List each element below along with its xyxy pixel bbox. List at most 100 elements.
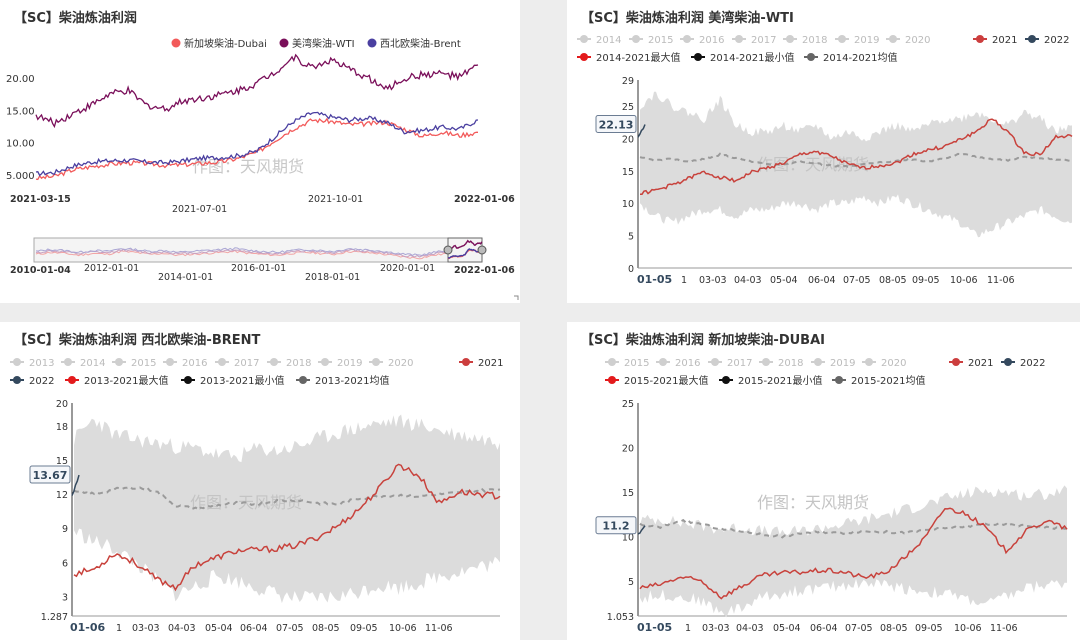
legend-label-2014: 2014 <box>596 35 621 46</box>
y-tick-label: 25 <box>622 102 634 113</box>
legend-label-2019: 2019 <box>337 358 362 369</box>
x-tick-label: 08-05 <box>879 275 907 286</box>
navigator-current-wti <box>447 239 483 252</box>
watermark: 作图：天风期货 <box>757 493 869 512</box>
last-value-label: 11.2 <box>602 520 629 533</box>
legend-marker-2017 <box>711 358 719 366</box>
legend-marker-wti <box>279 38 289 48</box>
y-tick-label: 20.00 <box>6 74 35 85</box>
y-tick-label: 15 <box>56 456 68 467</box>
y-tick-label: 20 <box>622 443 634 454</box>
legend-label-wti: 美湾柴油-WTI <box>292 37 355 50</box>
navigator-frame <box>33 237 483 263</box>
x-tick-label: 03-03 <box>699 275 727 286</box>
x-tick-label: 04-03 <box>168 623 196 634</box>
last-value-label: 13.67 <box>33 469 68 482</box>
chart-svg-4: 2015 2016 2017 2018 2019 2020 2021 20222015-202… <box>595 358 1068 634</box>
legend-marker-2014 <box>580 35 588 43</box>
legend-marker-2021 <box>462 358 470 366</box>
legend-marker-stat <box>722 376 730 384</box>
chart-svg-3: 2013 2014 2015 2016 2017 2018 2019 2020 20212022… <box>10 358 503 634</box>
legend-label-2019: 2019 <box>854 35 879 46</box>
legend-marker-2020 <box>865 358 873 366</box>
series-line-2022 <box>71 474 80 496</box>
legend-label-2021: 2021 <box>968 358 993 369</box>
y-tick-label: 10.00 <box>6 139 35 150</box>
legend-marker-2019 <box>838 35 846 43</box>
x-tick-label: 05-04 <box>773 623 801 634</box>
y-tick-label: 20 <box>56 399 68 410</box>
legend-label-2016: 2016 <box>182 358 207 369</box>
chart-title-1: 【SC】柴油炼油利润 <box>14 11 137 26</box>
legend-marker-2017 <box>735 35 743 43</box>
navigator-series-wti <box>35 248 449 258</box>
x-tick-label: 2022-01-06 <box>454 194 515 205</box>
legend-label-stat: 2013-2021最小值 <box>200 374 285 387</box>
legend-label-2017: 2017 <box>751 35 776 46</box>
chart-svg-2: 2014 2015 2016 2017 2018 2019 2020 2021 20222014… <box>577 35 1073 286</box>
x-tick-label: 03-03 <box>702 623 730 634</box>
legend-label-2016: 2016 <box>675 358 700 369</box>
chart-title-4: 【SC】柴油炼油利润 新加坡柴油-DUBAI <box>581 333 825 348</box>
legend-marker-dubai <box>171 38 181 48</box>
legend-marker-2020 <box>889 35 897 43</box>
legend-marker-2021 <box>952 358 960 366</box>
last-value-box <box>595 115 637 134</box>
legend-label-2015: 2015 <box>131 358 156 369</box>
y-tick-label: 29 <box>622 76 634 87</box>
watermark: 作图：天风期货 <box>192 157 304 176</box>
legend-label-2020: 2020 <box>905 35 930 46</box>
x-tick-label: 2021-10-01 <box>308 194 363 205</box>
legend-marker-2015 <box>608 358 616 366</box>
navigator-tick-label: 2020-01-01 <box>380 263 435 274</box>
legend-marker-2019 <box>321 358 329 366</box>
legend-marker-stat <box>68 376 76 384</box>
legend-label-2018: 2018 <box>802 35 827 46</box>
x-tick-label: 10-06 <box>954 623 982 634</box>
range-band <box>74 414 500 604</box>
legend-label-stat: 2014-2021最大值 <box>596 51 681 64</box>
legend-marker-stat <box>580 53 588 61</box>
y-tick-label: 12 <box>56 490 68 501</box>
legend-marker-2017 <box>218 358 226 366</box>
y-tick-label: 9 <box>62 524 68 535</box>
x-tick-label: 11-06 <box>990 623 1018 634</box>
x-tick-label: 1 <box>681 275 687 286</box>
legend-label-2021: 2021 <box>992 35 1017 46</box>
watermark: 作图：天风期货 <box>757 155 869 174</box>
legend-marker-stat <box>608 376 616 384</box>
y-tick-label: 10 <box>622 199 634 210</box>
x-tick-label: 07-05 <box>276 623 304 634</box>
legend-marker-2018 <box>786 35 794 43</box>
last-value-box <box>595 516 637 535</box>
range-band <box>640 91 1072 238</box>
navigator-handle-right <box>477 245 487 255</box>
y-tick-label: 1.287 <box>41 612 68 623</box>
last-value-label: 22.13 <box>599 119 634 132</box>
legend-label-2020: 2020 <box>388 358 413 369</box>
legend-marker-2020 <box>372 358 380 366</box>
series-line-2021 <box>73 463 501 592</box>
x-tick-label: 2021-03-15 <box>10 194 71 205</box>
x-tick-label: 01-06 <box>70 621 106 634</box>
legend-label-stat: 2014-2021均值 <box>823 51 898 64</box>
x-tick-label: 07-05 <box>845 623 873 634</box>
x-tick-label: 1 <box>685 623 691 634</box>
navigator-tick-label: 2018-01-01 <box>305 272 360 283</box>
legend-label-2018: 2018 <box>286 358 311 369</box>
chart-panel-2: 【SC】柴油炼油利润 美湾柴油-WTI 2014 2015 2016 2017 2018… <box>567 0 1080 303</box>
legend-marker-stat <box>835 376 843 384</box>
legend-marker-2021 <box>976 35 984 43</box>
y-tick-label: 6 <box>62 558 68 569</box>
x-tick-label: 09-05 <box>350 623 378 634</box>
legend-label-2022: 2022 <box>29 376 54 387</box>
x-tick-label: 09-05 <box>912 275 940 286</box>
navigator-handle-left <box>443 245 453 255</box>
legend-label-2015: 2015 <box>648 35 673 46</box>
series-line-brent <box>35 111 479 177</box>
x-tick-label: 06-04 <box>810 623 838 634</box>
y-tick-label: 15 <box>622 488 634 499</box>
legend-marker-2022 <box>1004 358 1012 366</box>
x-tick-label: 04-03 <box>734 275 762 286</box>
x-tick-label: 1 <box>116 623 122 634</box>
